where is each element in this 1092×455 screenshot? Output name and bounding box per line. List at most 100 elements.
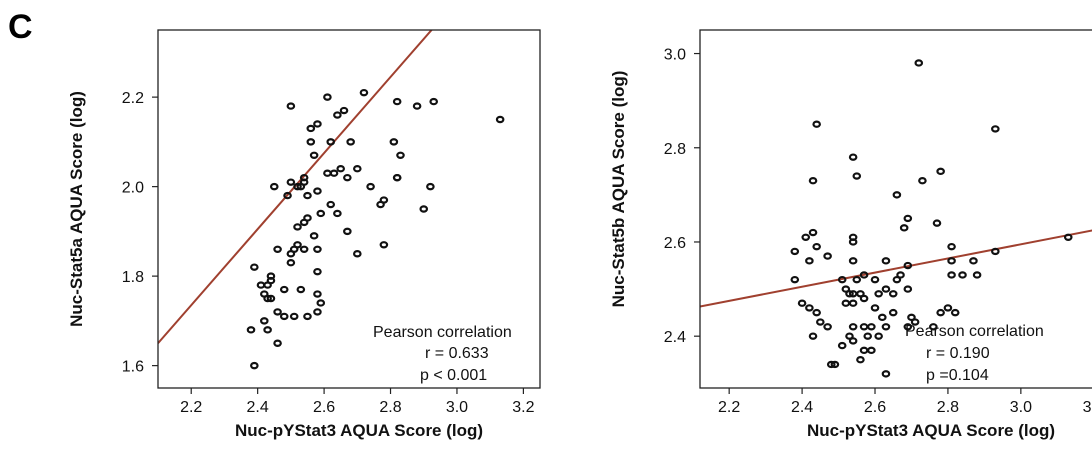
data-point — [801, 233, 811, 241]
x-tick-label: 2.6 — [313, 399, 335, 416]
data-point — [881, 370, 891, 378]
data-point — [958, 271, 967, 279]
points-group — [246, 88, 505, 370]
x-tick-label: 2.4 — [247, 399, 269, 416]
x-tick-label: 2.8 — [937, 399, 959, 416]
annotation-line: p =0.104 — [926, 367, 989, 384]
data-point — [950, 308, 960, 317]
data-point — [339, 106, 349, 115]
data-point — [316, 299, 326, 307]
data-point — [303, 214, 312, 222]
data-point — [326, 200, 336, 209]
annotation-line: r = 0.633 — [425, 345, 489, 362]
data-point — [852, 275, 862, 284]
x-tick-label: 3.2 — [1083, 399, 1092, 416]
data-point — [309, 232, 319, 240]
points-group — [790, 59, 1073, 378]
data-point — [881, 285, 891, 293]
data-point — [918, 177, 927, 185]
data-point — [389, 138, 399, 146]
annotation-line: Pearson correlation — [373, 324, 512, 341]
data-point — [848, 299, 858, 307]
data-point — [797, 299, 807, 307]
data-point — [881, 257, 891, 265]
data-point — [313, 245, 322, 253]
data-point — [323, 169, 332, 177]
data-point — [903, 214, 913, 223]
data-point — [947, 242, 956, 251]
data-point — [845, 290, 854, 298]
data-point — [914, 59, 924, 67]
x-tick-label: 2.8 — [379, 399, 401, 416]
data-point — [263, 326, 272, 334]
data-point — [279, 285, 289, 294]
x-tick-label: 2.4 — [791, 399, 813, 416]
data-point — [808, 332, 818, 340]
data-point — [848, 337, 858, 345]
data-point — [867, 323, 876, 331]
data-point — [874, 290, 883, 298]
y-tick-label: 1.8 — [122, 269, 144, 286]
scatter-chart-stat5b: 2.2 2.4 2.6 2.8 3.0 3.2 2.4 2.6 2.8 3.0 Nuc-pYStat… — [609, 29, 1092, 440]
data-point — [343, 227, 352, 236]
data-point — [947, 257, 956, 265]
data-point — [812, 308, 821, 317]
data-point — [313, 187, 322, 195]
data-point — [419, 205, 429, 213]
data-point — [972, 271, 982, 279]
data-point — [805, 257, 814, 265]
data-point — [366, 182, 375, 191]
data-point — [888, 290, 898, 298]
data-point — [269, 182, 279, 191]
data-point — [286, 178, 296, 186]
data-point — [250, 263, 259, 271]
data-point — [303, 312, 312, 321]
y-axis-title: Nuc-Stat5a AQUA Score (log) — [67, 91, 86, 327]
data-point — [892, 191, 902, 199]
data-point — [306, 124, 316, 133]
data-point — [808, 228, 818, 237]
data-point — [790, 247, 800, 256]
data-point — [495, 115, 505, 124]
data-point — [812, 120, 821, 128]
data-point — [429, 97, 439, 106]
data-point — [326, 138, 336, 146]
fit-line — [158, 30, 433, 344]
data-point — [426, 182, 435, 191]
data-point — [867, 346, 876, 355]
data-point — [333, 111, 342, 119]
data-point — [379, 196, 389, 204]
data-point — [299, 245, 309, 253]
data-point — [313, 308, 322, 316]
data-point — [313, 267, 322, 276]
data-point — [929, 323, 938, 331]
data-point — [259, 317, 269, 325]
data-point — [856, 356, 865, 364]
data-point — [286, 259, 296, 267]
data-point — [852, 172, 862, 180]
y-tick-label: 3.0 — [664, 47, 686, 64]
data-point — [303, 191, 312, 200]
y-tick-label: 2.8 — [664, 141, 686, 158]
data-point — [896, 271, 905, 279]
data-point — [353, 250, 362, 258]
data-point — [296, 285, 306, 294]
data-point — [309, 151, 319, 159]
data-point — [359, 88, 369, 97]
data-point — [336, 165, 345, 173]
data-point — [306, 138, 316, 146]
annotation-line: Pearson correlation — [905, 323, 1044, 340]
data-point — [1063, 233, 1073, 241]
data-point — [870, 275, 880, 284]
data-point — [313, 290, 322, 298]
y-tick-label: 2.4 — [664, 329, 686, 346]
data-point — [969, 257, 978, 265]
data-point — [848, 238, 858, 246]
data-point — [343, 173, 352, 182]
x-tick-label: 3.2 — [512, 399, 534, 416]
data-point — [412, 102, 422, 110]
data-point — [392, 173, 402, 182]
data-point — [316, 209, 326, 218]
data-point — [250, 361, 259, 370]
data-point — [273, 308, 282, 316]
